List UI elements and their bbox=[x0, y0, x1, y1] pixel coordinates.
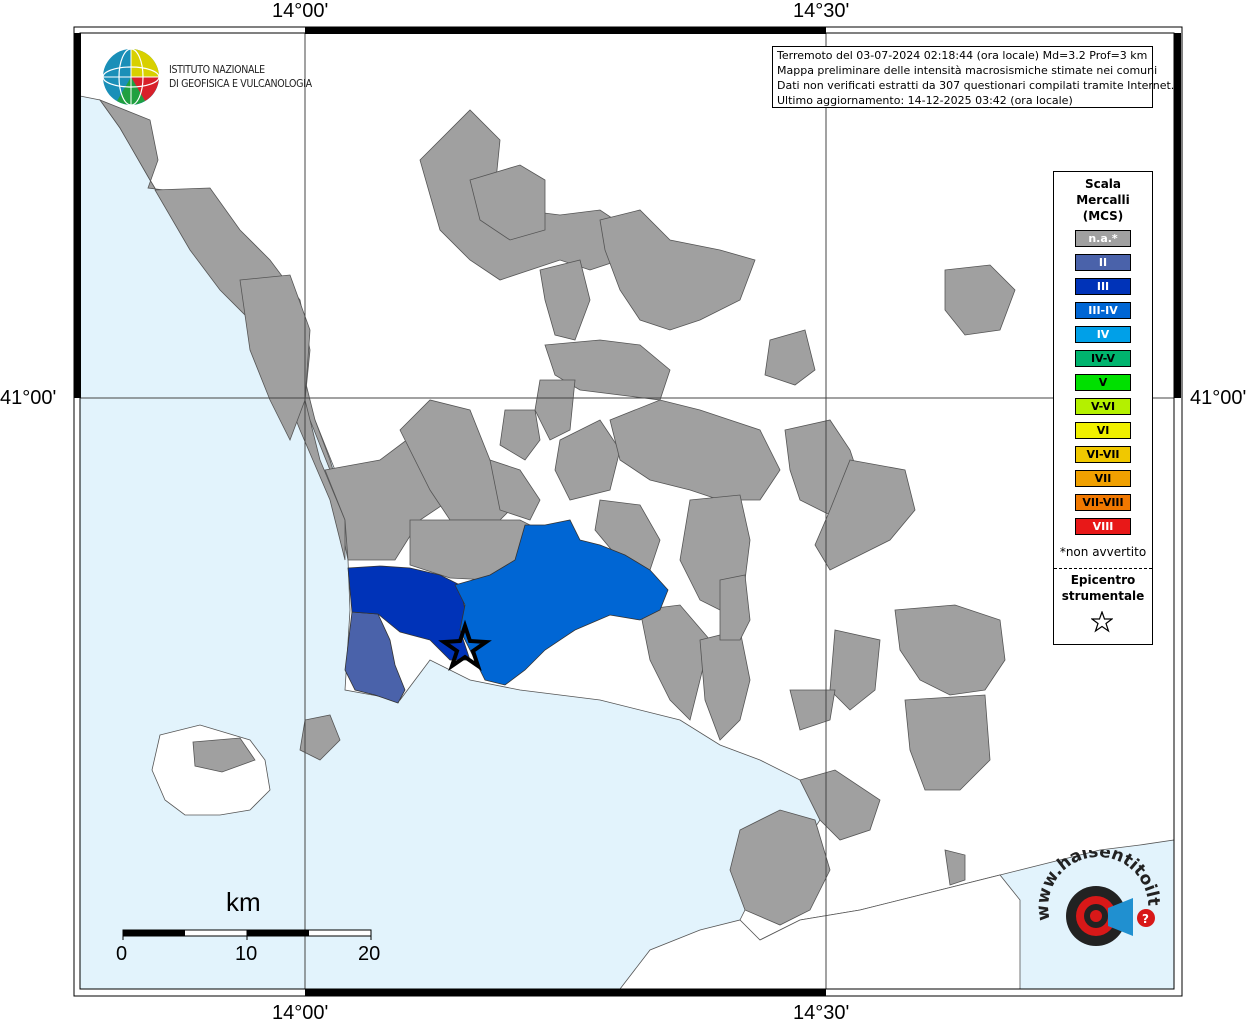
ingv-logo-line2: DI GEOFISICA E VULCANOLOGIA bbox=[169, 78, 312, 90]
hsit-logo: ? www.haisentitoilterremoto.it bbox=[1038, 850, 1163, 946]
legend-divider bbox=[1054, 568, 1152, 569]
lat-label-right: 41°00' bbox=[1190, 387, 1247, 409]
lat-label-left: 41°00' bbox=[0, 387, 57, 409]
legend-item-vi: VI bbox=[1075, 422, 1131, 439]
area-intensity-III-IV bbox=[454, 519, 669, 686]
legend-item-n-a: n.a.* bbox=[1075, 230, 1131, 247]
area-intensity-III bbox=[347, 565, 471, 661]
legend-title-line: Mercalli bbox=[1076, 193, 1130, 207]
graticule bbox=[80, 33, 1174, 989]
legend-epicenter-label: Epicentro strumentale bbox=[1054, 572, 1152, 604]
info-line-data-source: Dati non verificati estratti da 307 ques… bbox=[777, 79, 1175, 92]
legend-item-v-vi: V-VI bbox=[1075, 398, 1131, 415]
legend-item-iv: IV bbox=[1075, 326, 1131, 343]
ingv-logo-text: ISTITUTO NAZIONALE DI GEOFISICA E VULCAN… bbox=[169, 63, 312, 91]
legend-title-line: Scala bbox=[1084, 177, 1122, 191]
legend-epicenter-line: Epicentro bbox=[1070, 573, 1136, 587]
legend-title: Scala Mercalli (MCS) bbox=[1054, 176, 1152, 224]
legend-item-iii-iv: III-IV bbox=[1075, 302, 1131, 319]
mcs-legend: Scala Mercalli (MCS) n.a.* II III III-IV IV I… bbox=[1053, 171, 1153, 645]
scale-label-20: 20 bbox=[358, 943, 381, 965]
lon-label-top-right: 14°30' bbox=[793, 0, 850, 22]
lon-label-bottom-right: 14°30' bbox=[793, 1002, 850, 1024]
lon-label-bottom-left: 14°00' bbox=[272, 1002, 329, 1024]
area-intensity-II bbox=[344, 611, 406, 704]
star-icon bbox=[1091, 611, 1113, 633]
info-line-updated: Ultimo aggiornamento: 14-12-2025 03:42 (… bbox=[777, 94, 1073, 107]
legend-item-vii: VII bbox=[1075, 470, 1131, 487]
svg-text:?: ? bbox=[1142, 912, 1149, 926]
municipalities-na bbox=[98, 99, 1016, 926]
legend-item-iv-v: IV-V bbox=[1075, 350, 1131, 367]
ingv-globe-logo bbox=[102, 48, 160, 106]
scale-label-10: 10 bbox=[235, 943, 258, 965]
info-line-event: Terremoto del 03-07-2024 02:18:44 (ora l… bbox=[777, 49, 1148, 62]
lon-label-top-left: 14°00' bbox=[272, 0, 329, 22]
legend-epicenter-line: strumentale bbox=[1061, 589, 1145, 603]
ingv-logo-line1: ISTITUTO NAZIONALE bbox=[169, 64, 265, 76]
legend-item-vii-viii: VII-VIII bbox=[1075, 494, 1131, 511]
legend-item-ii: II bbox=[1075, 254, 1131, 271]
scale-unit: km bbox=[226, 887, 261, 917]
legend-item-v: V bbox=[1075, 374, 1131, 391]
earthquake-info-box: Terremoto del 03-07-2024 02:18:44 (ora l… bbox=[772, 46, 1175, 108]
epicenter-star bbox=[438, 619, 492, 672]
legend-item-iii: III bbox=[1075, 278, 1131, 295]
legend-item-viii: VIII bbox=[1075, 518, 1131, 535]
legend-note: *non avvertito bbox=[1059, 545, 1147, 559]
scale-bar bbox=[122, 929, 372, 940]
legend-title-line: (MCS) bbox=[1082, 209, 1124, 223]
legend-item-vi-vii: VI-VII bbox=[1075, 446, 1131, 463]
scale-label-0: 0 bbox=[116, 943, 128, 965]
info-line-description: Mappa preliminare delle intensità macros… bbox=[777, 64, 1158, 77]
